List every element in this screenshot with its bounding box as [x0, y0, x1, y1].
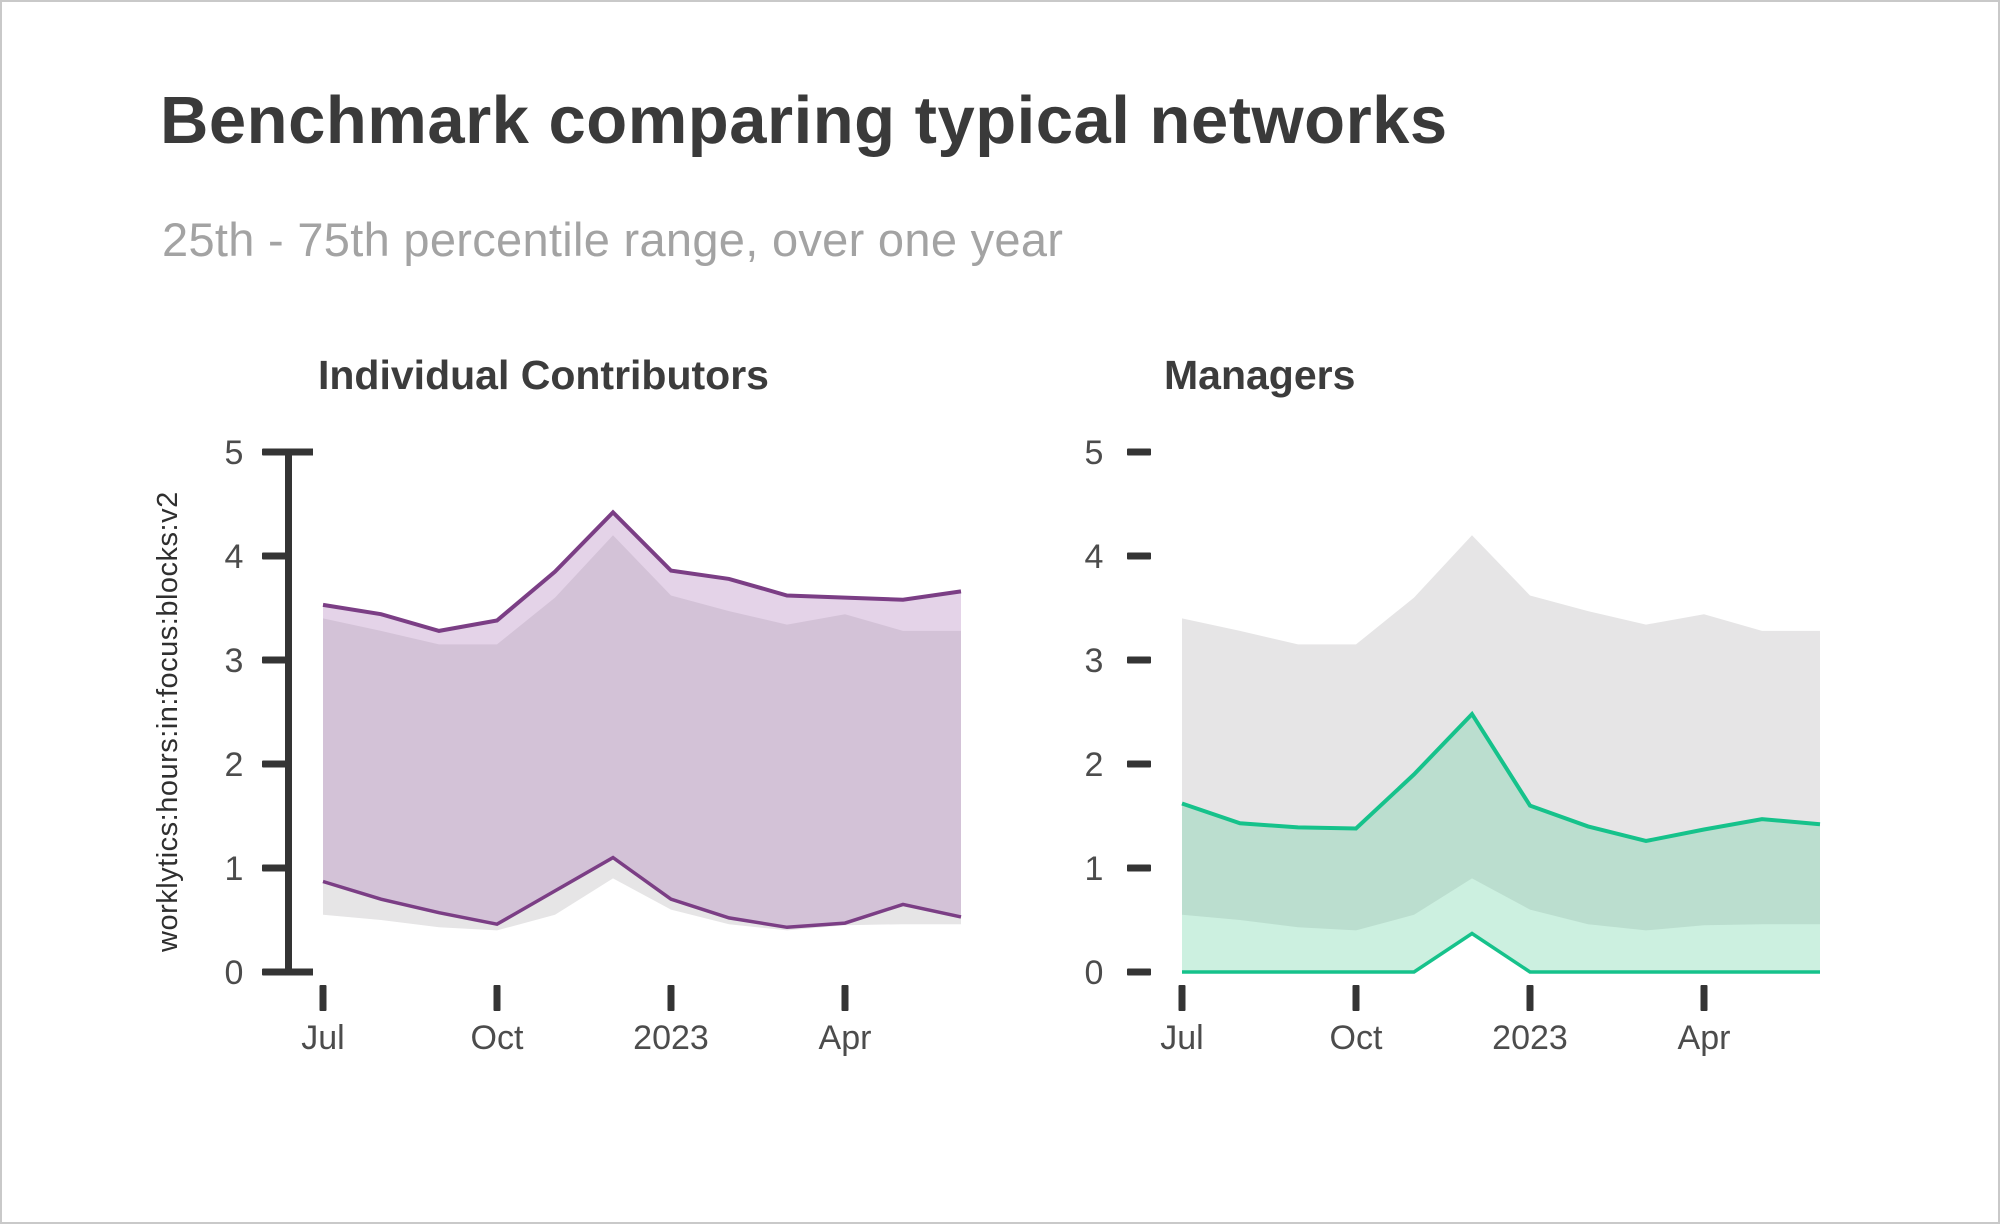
x-tick-label: Jul [1160, 1019, 1203, 1057]
y-tick-label: 4 [1085, 538, 1104, 576]
y-tick-mark [262, 968, 286, 976]
y-tick-mark [1127, 864, 1151, 872]
y-tick-label: 1 [225, 850, 244, 888]
x-tick-mark [1700, 985, 1708, 1011]
chart-title-individual-contributors: Individual Contributors [318, 352, 769, 398]
x-tick-label: Oct [1330, 1019, 1383, 1057]
x-tick-label: Apr [819, 1019, 872, 1057]
p75-line [322, 509, 962, 633]
benchmark-percentile-band [1182, 535, 1820, 931]
x-tick-mark [1178, 985, 1186, 1011]
group-percentile-band [1182, 714, 1820, 972]
y-tick-mark [1127, 552, 1151, 560]
y-tick-mark [262, 864, 286, 872]
y-tick-label: 3 [1085, 642, 1104, 680]
x-tick-label: Apr [1678, 1019, 1731, 1057]
x-tick-mark [1352, 985, 1360, 1011]
y-tick-mark [262, 760, 286, 768]
y-tick-label: 2 [1085, 746, 1104, 784]
x-tick-label: Jul [301, 1019, 344, 1057]
x-tick-mark [1526, 985, 1534, 1011]
x-tick-label: Oct [471, 1019, 524, 1057]
y-tick-mark [262, 656, 286, 664]
x-tick-label: 2023 [1492, 1019, 1568, 1057]
benchmark-percentile-band [323, 535, 961, 931]
y-tick-label: 0 [225, 954, 244, 992]
managers-chart: 0 1 2 3 4 5 Jul Oct 2023 Apr [1085, 434, 1821, 1057]
y-tick-mark [1127, 656, 1151, 664]
page-title: Benchmark comparing typical networks [160, 83, 1448, 158]
p25-line [322, 855, 962, 930]
x-tick-mark [667, 985, 675, 1011]
y-tick-label: 0 [1085, 954, 1104, 992]
x-tick-label: 2023 [633, 1019, 709, 1057]
chart-title-managers: Managers [1164, 352, 1356, 398]
y-tick-mark [1127, 968, 1151, 976]
p75-line [1181, 710, 1821, 844]
y-tick-label: 5 [1085, 434, 1104, 472]
y-axis-spine [285, 448, 313, 976]
x-tick-mark [319, 985, 327, 1011]
y-tick-label: 5 [225, 434, 244, 472]
y-tick-mark [262, 448, 286, 456]
y-tick-label: 2 [225, 746, 244, 784]
y-tick-label: 3 [225, 642, 244, 680]
x-tick-mark [493, 985, 501, 1011]
page-subtitle: 25th - 75th percentile range, over one y… [162, 213, 1064, 266]
y-tick-mark [1127, 760, 1151, 768]
y-tick-mark [262, 552, 286, 560]
group-percentile-band [323, 512, 961, 928]
y-tick-label: 4 [225, 538, 244, 576]
individual-contributors-chart: 0 1 2 3 4 5 Jul Oct 2023 Apr [225, 434, 962, 1057]
p25-line [1182, 931, 1820, 974]
x-tick-mark [841, 985, 849, 1011]
y-tick-label: 1 [1085, 850, 1104, 888]
y-tick-mark [1127, 448, 1151, 456]
